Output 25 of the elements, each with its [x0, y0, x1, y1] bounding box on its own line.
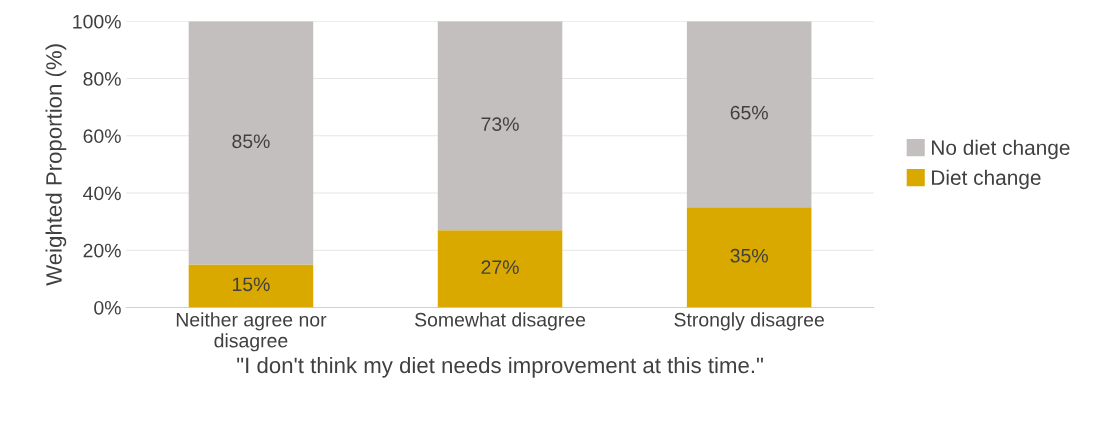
y-tick-label: 80% — [83, 72, 121, 86]
legend-label: No diet change — [932, 139, 1070, 160]
bar — [188, 21, 314, 265]
bar — [437, 230, 563, 308]
y-axis-title: Weighted Proportion (%) — [45, 44, 67, 286]
y-tick-label: 20% — [83, 243, 121, 258]
x-tick-label: Somewhat disagree — [415, 312, 586, 331]
data-label: 65% — [730, 105, 768, 120]
y-tick-label: 0% — [94, 300, 121, 315]
data-label: 15% — [232, 277, 270, 292]
data-label: 35% — [730, 248, 768, 263]
y-tick-label: 100% — [73, 14, 121, 29]
data-label: 27% — [481, 260, 519, 274]
bar — [686, 207, 812, 308]
y-tick-label: 40% — [83, 186, 121, 201]
x-tick-label: Strongly disagree — [674, 312, 824, 331]
legend-label: Diet change — [932, 169, 1041, 190]
bar — [437, 21, 563, 231]
bar — [686, 21, 812, 208]
data-label: 73% — [481, 117, 519, 131]
y-tick-label: 60% — [83, 129, 121, 144]
data-label: 85% — [232, 134, 270, 149]
bar — [188, 264, 314, 308]
x-axis-title: "I don't think my diet needs improvement at this time." — [237, 356, 763, 378]
x-tick-label: Neither agree nor disagree — [176, 312, 327, 352]
